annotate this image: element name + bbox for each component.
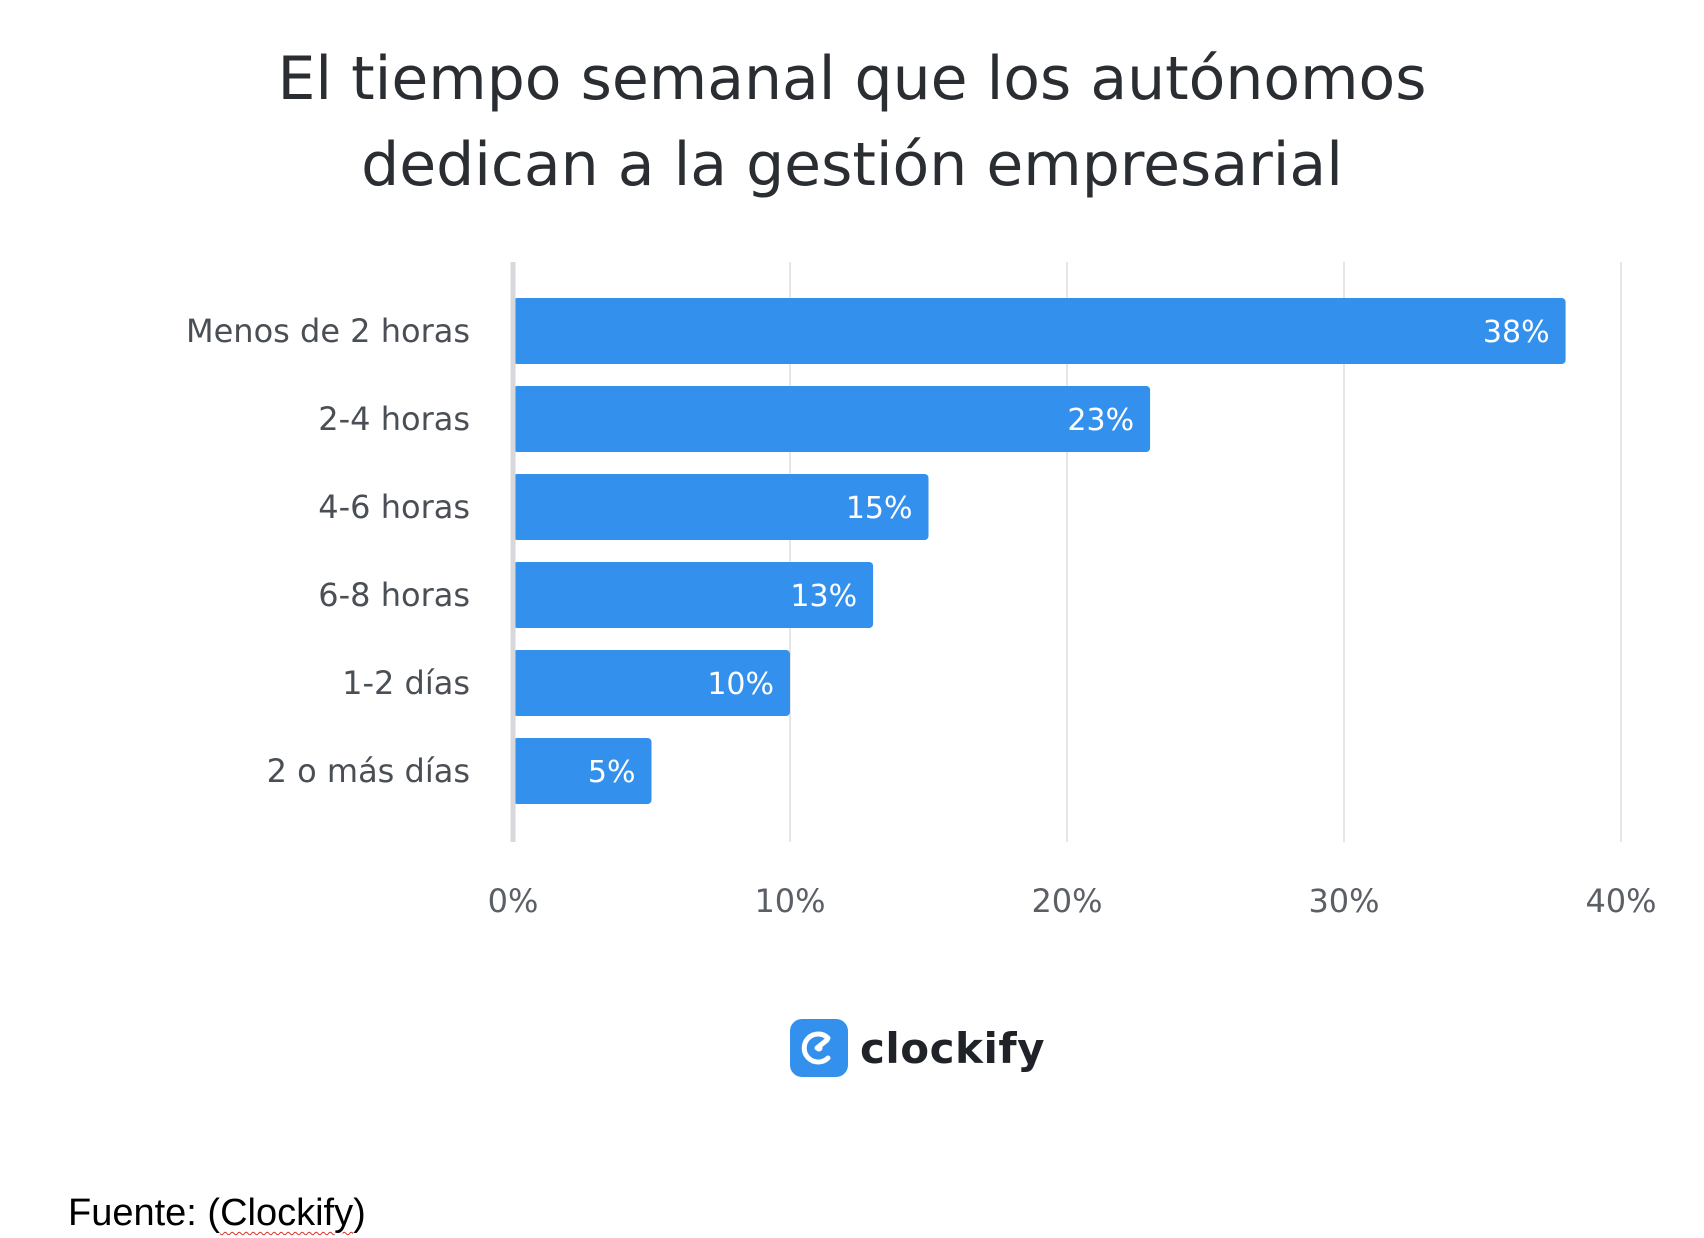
bar-chart: 0% 10% 20% 30% 40% Menos de 2 horas 38% 2-4 hor… — [0, 0, 1704, 960]
brand-name: clockify — [860, 1024, 1045, 1073]
category-label: Menos de 2 horas — [186, 312, 470, 350]
data-label: 23% — [1067, 403, 1134, 438]
source-note: Fuente: (Clockify) — [68, 1192, 366, 1235]
clockify-logo-icon — [790, 1019, 848, 1077]
x-tick-label: 10% — [754, 882, 825, 920]
x-tick-label: 20% — [1031, 882, 1102, 920]
data-label: 13% — [790, 579, 857, 614]
category-label: 2 o más días — [267, 752, 470, 790]
source-prefix: Fuente: ( — [68, 1192, 220, 1234]
data-label: 38% — [1483, 315, 1550, 350]
category-label: 6-8 horas — [318, 576, 470, 614]
x-tick-label: 30% — [1308, 882, 1379, 920]
category-label: 2-4 horas — [318, 400, 470, 438]
source-link[interactable]: Clockify — [220, 1192, 353, 1234]
bar — [513, 386, 1150, 452]
source-suffix: ) — [353, 1192, 366, 1234]
category-label: 1-2 días — [342, 664, 470, 702]
category-label: 4-6 horas — [318, 488, 470, 526]
x-tick-label: 0% — [488, 882, 539, 920]
data-label: 15% — [846, 491, 913, 526]
x-tick-label: 40% — [1585, 882, 1656, 920]
bar — [513, 298, 1566, 364]
data-label: 5% — [588, 755, 636, 790]
brand-logo: clockify — [790, 1018, 1045, 1078]
data-label: 10% — [707, 667, 774, 702]
